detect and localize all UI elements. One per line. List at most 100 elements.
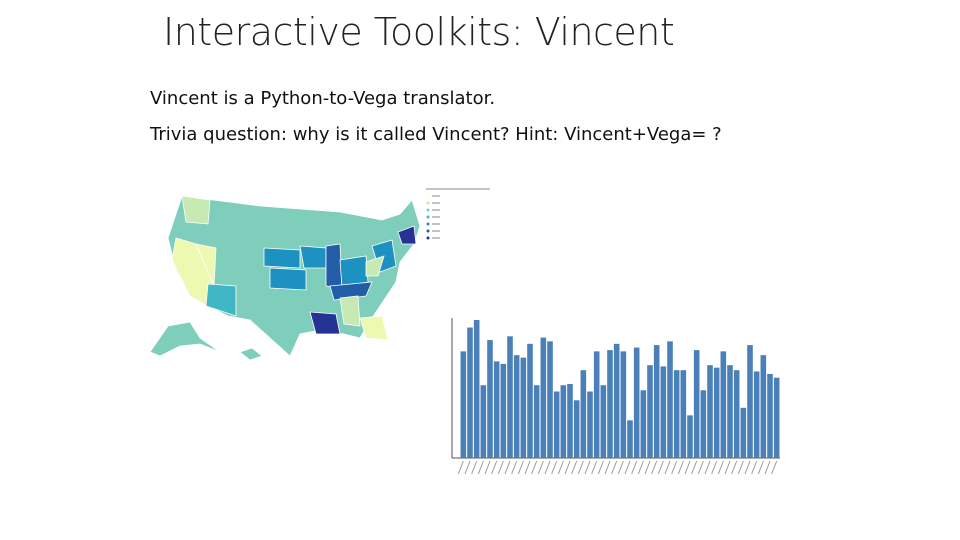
x-tick-stub [604, 460, 611, 475]
bar [573, 400, 580, 458]
x-tick-stub [757, 460, 764, 475]
x-tick-stub [771, 460, 778, 475]
bar [640, 390, 647, 458]
bar [700, 390, 707, 458]
x-tick-stub [597, 460, 604, 475]
x-tick-stub [537, 460, 544, 475]
x-tick-stub [704, 460, 711, 475]
bar [653, 345, 660, 458]
bar [527, 343, 533, 458]
x-tick-stub [664, 460, 671, 475]
x-tick-stub [751, 460, 758, 475]
bar [473, 320, 480, 458]
bar [693, 350, 700, 458]
text-line: Vincent is a Python-to-Vega translator. [150, 88, 496, 109]
x-tick-stub [744, 460, 751, 475]
bar [607, 350, 613, 458]
bar-chart [451, 318, 780, 475]
x-tick-stub [524, 460, 531, 475]
x-tick-stub [477, 460, 484, 475]
bar [760, 355, 767, 458]
bar [520, 357, 527, 458]
x-tick-stub [684, 460, 691, 475]
bar [767, 373, 773, 458]
bar [547, 341, 553, 458]
bar [567, 383, 573, 458]
bar [740, 407, 747, 458]
bar [560, 385, 567, 458]
x-tick-stub [564, 460, 571, 475]
x-tick-stub [651, 460, 658, 475]
x-tick-stub [717, 460, 724, 475]
text-line: Trivia question: why is it called Vincen… [150, 124, 722, 145]
x-tick-stub [611, 460, 618, 475]
x-tick-stub [677, 460, 684, 475]
x-tick-stub [724, 460, 731, 475]
x-tick-stub [464, 460, 471, 475]
x-tick-stub [557, 460, 564, 475]
bar [540, 337, 547, 458]
bar [713, 367, 720, 458]
map-legend [426, 188, 490, 240]
x-tick-stub [631, 460, 638, 475]
bar [513, 355, 520, 458]
x-tick-stub [624, 460, 631, 475]
bar [500, 363, 507, 458]
bar [620, 351, 627, 458]
x-tick-stub [504, 460, 511, 475]
slide-title: Interactive Toolkits: Vincent [163, 10, 675, 54]
x-tick-stub [544, 460, 551, 475]
bar [673, 370, 680, 458]
bar [687, 415, 693, 458]
bar [460, 351, 467, 458]
bar [493, 361, 500, 458]
bar [587, 391, 593, 458]
bar [600, 385, 607, 458]
x-tick-stub [697, 460, 704, 475]
bar [633, 347, 640, 458]
x-tick-stub [764, 460, 771, 475]
bar [627, 420, 633, 458]
x-tick-stub [671, 460, 678, 475]
bar [747, 345, 753, 458]
bar [593, 351, 600, 458]
x-tick-stub [531, 460, 538, 475]
bar [533, 385, 540, 458]
x-tick-stub [551, 460, 558, 475]
bar [613, 343, 620, 458]
x-tick-stub [457, 460, 464, 475]
bar [707, 365, 713, 458]
x-tick-stub [577, 460, 584, 475]
x-tick-stub [731, 460, 738, 475]
bar [773, 377, 780, 458]
x-tick-stub [637, 460, 644, 475]
bar [680, 370, 687, 458]
bar [507, 336, 513, 458]
x-tick-stub [691, 460, 698, 475]
x-tick-stub [484, 460, 491, 475]
bar [660, 366, 667, 458]
x-tick-stub [737, 460, 744, 475]
bar [553, 391, 560, 458]
x-tick-stub [584, 460, 591, 475]
x-tick-stub [571, 460, 578, 475]
bar [467, 327, 473, 458]
bar [727, 365, 733, 458]
x-tick-stub [511, 460, 518, 475]
x-tick-stub [657, 460, 664, 475]
x-tick-stub [617, 460, 624, 475]
x-tick-stub [491, 460, 498, 475]
bar [733, 370, 740, 458]
x-tick-stub [497, 460, 504, 475]
us-map [149, 195, 421, 361]
x-tick-stub [711, 460, 718, 475]
bar [480, 385, 487, 458]
bar [720, 351, 727, 458]
bar [487, 340, 493, 458]
bar [753, 371, 760, 458]
x-tick-stub [471, 460, 478, 475]
x-tick-stub [517, 460, 524, 475]
bar [667, 341, 673, 458]
